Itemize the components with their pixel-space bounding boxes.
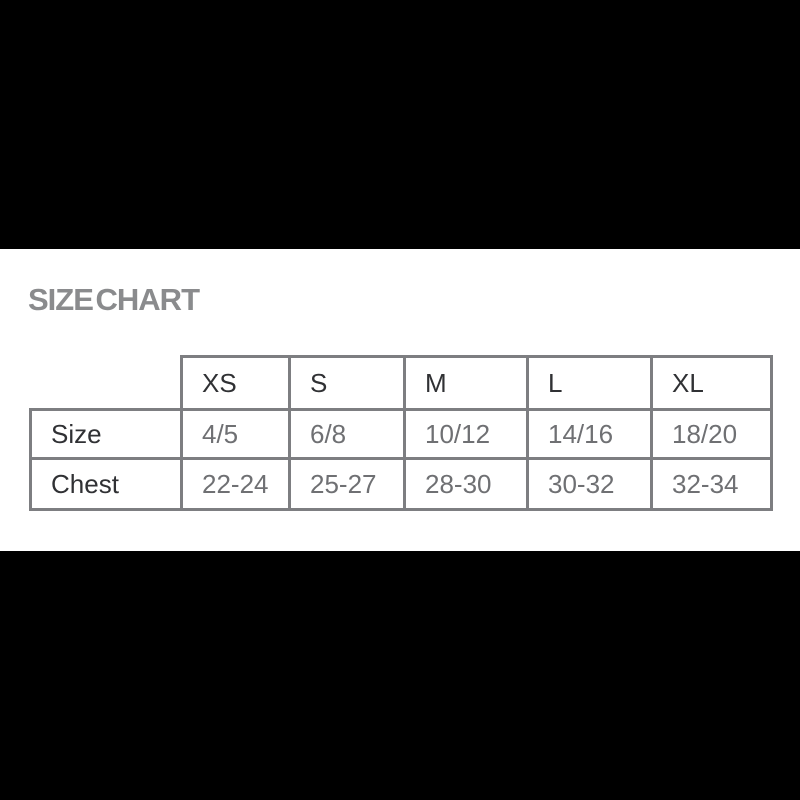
size-chart-title: SIZE CHART — [28, 282, 200, 317]
size-chart-table: XS S M L XL Size 4/5 6/8 10/12 14/16 18/… — [29, 355, 773, 511]
bottom-letterbox-bar — [0, 551, 800, 800]
cell-chest-l: 30-32 — [526, 457, 653, 511]
column-header-s: S — [288, 355, 406, 411]
cell-chest-s: 25-27 — [288, 457, 406, 511]
column-header-xs: XS — [180, 355, 291, 411]
row-label-chest: Chest — [29, 457, 183, 511]
table-header-row: XS S M L XL — [31, 355, 773, 411]
cell-size-l: 14/16 — [526, 408, 653, 460]
column-header-xl: XL — [650, 355, 773, 411]
column-header-m: M — [403, 355, 529, 411]
cell-size-s: 6/8 — [288, 408, 406, 460]
cell-size-xs: 4/5 — [180, 408, 291, 460]
column-header-l: L — [526, 355, 653, 411]
table-row-size: Size 4/5 6/8 10/12 14/16 18/20 — [29, 408, 773, 460]
cell-chest-xl: 32-34 — [650, 457, 773, 511]
cell-size-xl: 18/20 — [650, 408, 773, 460]
top-letterbox-bar — [0, 0, 800, 249]
cell-size-m: 10/12 — [403, 408, 529, 460]
empty-corner-cell — [31, 357, 182, 410]
cell-chest-xs: 22-24 — [180, 457, 291, 511]
cell-chest-m: 28-30 — [403, 457, 529, 511]
row-label-size: Size — [29, 408, 183, 460]
table-row-chest: Chest 22-24 25-27 28-30 30-32 32-34 — [29, 457, 773, 511]
